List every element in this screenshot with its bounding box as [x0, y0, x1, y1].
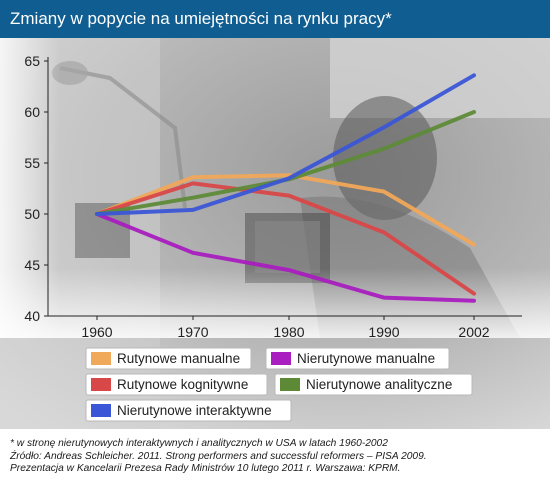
legend-box — [85, 399, 292, 422]
x-tick-label: 1960 — [81, 324, 112, 340]
legend-swatch — [271, 352, 291, 365]
legend-swatch — [91, 404, 111, 417]
chart-title: Zmiany w popycie na umiejętności na rynk… — [10, 9, 392, 28]
photo-backdrop — [0, 38, 550, 429]
footnote-presentation: Prezentacja w Kancelarii Prezesa Rady Mi… — [10, 463, 401, 474]
x-tick-label: 2002 — [458, 324, 489, 340]
legend-box — [274, 373, 473, 396]
y-tick-label: 50 — [24, 206, 40, 222]
legend-item-5: Nierutynowe interaktywne — [85, 399, 292, 422]
footnotes: * w stronę nierutynowych interaktywnych … — [10, 438, 540, 476]
y-tick-label: 45 — [24, 257, 40, 273]
legend-swatch — [280, 378, 300, 391]
legend-box — [265, 347, 450, 370]
series-line-3 — [95, 181, 476, 296]
legend-item-4: Nierutynowe analityczne — [274, 373, 473, 396]
chart-area: 40 45 50 55 60 65 1960 1970 1980 1990 2002 Rutynow… — [0, 38, 550, 429]
line-chart: 40 45 50 55 60 65 1960 1970 1980 1990 2002 Rutynow… — [0, 38, 550, 429]
legend-box — [85, 373, 268, 396]
footnote-source: Źródło: Andreas Schleicher. 2011. Strong… — [10, 450, 427, 462]
legend: Rutynowe manualne Nierutynowe manualne Rut… — [85, 347, 473, 422]
series-line-2 — [95, 212, 476, 303]
y-tick-label: 55 — [24, 155, 40, 171]
legend-label: Rutynowe kognitywne — [117, 377, 248, 392]
series-line-1 — [95, 173, 476, 247]
footnote-scope: * w stronę nierutynowych interaktywnych … — [10, 438, 388, 449]
y-tick-label: 60 — [24, 104, 40, 120]
x-tick-label: 1990 — [368, 324, 399, 340]
legend-label: Nierutynowe interaktywne — [117, 403, 272, 418]
legend-label: Nierutynowe analityczne — [306, 377, 452, 392]
y-tick-label: 40 — [24, 308, 40, 324]
legend-swatch — [91, 378, 111, 391]
legend-item-1: Rutynowe manualne — [85, 347, 252, 370]
y-tick-label: 65 — [24, 53, 40, 69]
legend-box — [85, 347, 252, 370]
series-line-5 — [95, 73, 476, 216]
series-lines — [95, 73, 476, 303]
legend-label: Nierutynowe manualne — [297, 351, 435, 366]
x-tick-label: 1970 — [177, 324, 208, 340]
x-tick-label: 1980 — [273, 324, 304, 340]
axes: 40 45 50 55 60 65 1960 1970 1980 1990 2002 — [24, 53, 522, 340]
legend-item-3: Rutynowe kognitywne — [85, 373, 268, 396]
legend-swatch — [91, 352, 111, 365]
title-bar: Zmiany w popycie na umiejętności na rynk… — [0, 0, 550, 38]
legend-label: Rutynowe manualne — [117, 351, 240, 366]
legend-item-2: Nierutynowe manualne — [265, 347, 450, 370]
